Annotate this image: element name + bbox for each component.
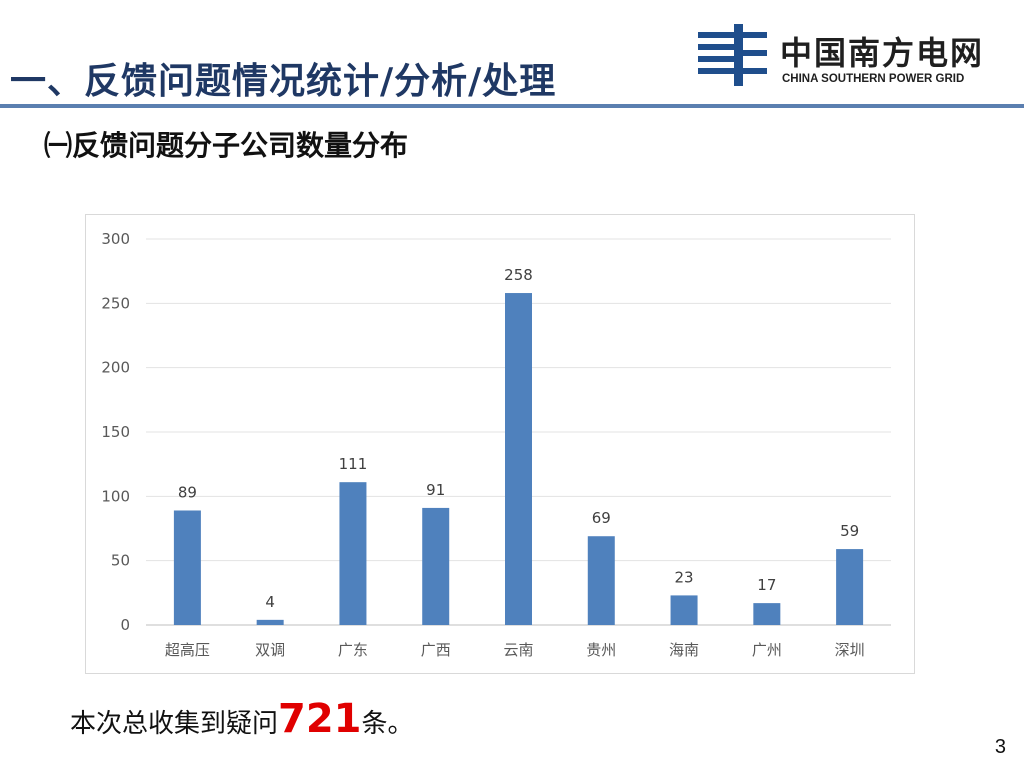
x-tick-label: 广西 (421, 641, 451, 659)
bar (173, 510, 201, 625)
bar (670, 595, 698, 625)
company-logo: 中国南方电网 CHINA SOUTHERN POWER GRID (696, 20, 1006, 90)
grid-logo-icon (698, 24, 767, 86)
data-label: 258 (504, 266, 533, 284)
bar (339, 482, 367, 625)
y-tick-label: 100 (101, 487, 130, 505)
x-tick-label: 双调 (255, 641, 285, 659)
bar (836, 549, 864, 625)
data-label: 17 (757, 576, 776, 594)
summary-suffix: 条。 (361, 709, 414, 739)
logo-chinese-name: 中国南方电网 (780, 34, 985, 72)
x-tick-label: 深圳 (835, 641, 865, 659)
y-tick-label: 50 (111, 552, 130, 570)
data-label: 59 (840, 522, 859, 540)
slide-title: 一、反馈问题情况统计/分析/处理 (10, 61, 557, 102)
logo-english-name: CHINA SOUTHERN POWER GRID (782, 73, 965, 85)
bar-chart-svg: 0 50 100 150 200 250 300 89 超高压 4 双调 111 广东 91 广西 258 云南… (101, 230, 891, 659)
x-tick-label: 广州 (752, 641, 782, 659)
data-label: 91 (426, 481, 445, 499)
data-label: 89 (178, 483, 197, 501)
bar (753, 603, 781, 625)
y-tick-label: 0 (120, 616, 130, 634)
bar (587, 536, 615, 625)
x-tick-label: 广东 (338, 641, 368, 659)
y-tick-label: 200 (101, 359, 130, 377)
x-tick-label: 超高压 (165, 641, 210, 659)
x-tick-label: 贵州 (586, 641, 616, 659)
bar-chart: 0 50 100 150 200 250 300 89 超高压 4 双调 111 广东 91 广西 258 云南… (85, 214, 915, 674)
data-label: 111 (339, 455, 368, 473)
summary-total: 721 (278, 696, 362, 742)
y-tick-label: 300 (101, 230, 130, 248)
bar (256, 619, 284, 625)
data-label: 23 (675, 568, 694, 586)
y-tick-label: 150 (101, 423, 130, 441)
x-tick-label: 海南 (669, 641, 699, 659)
summary-prefix: 本次总收集到疑问 (70, 709, 279, 739)
section-subtitle: ㈠反馈问题分子公司数量分布 (44, 129, 409, 162)
y-tick-label: 250 (101, 294, 130, 312)
x-tick-label: 云南 (503, 641, 533, 659)
summary-text: 本次总收集到疑问721条。 (70, 696, 414, 742)
page-number: 3 (994, 736, 1006, 758)
bar (422, 507, 450, 625)
data-label: 4 (265, 593, 275, 611)
title-divider (0, 104, 1024, 108)
data-label: 69 (592, 509, 611, 527)
bar (505, 293, 532, 625)
